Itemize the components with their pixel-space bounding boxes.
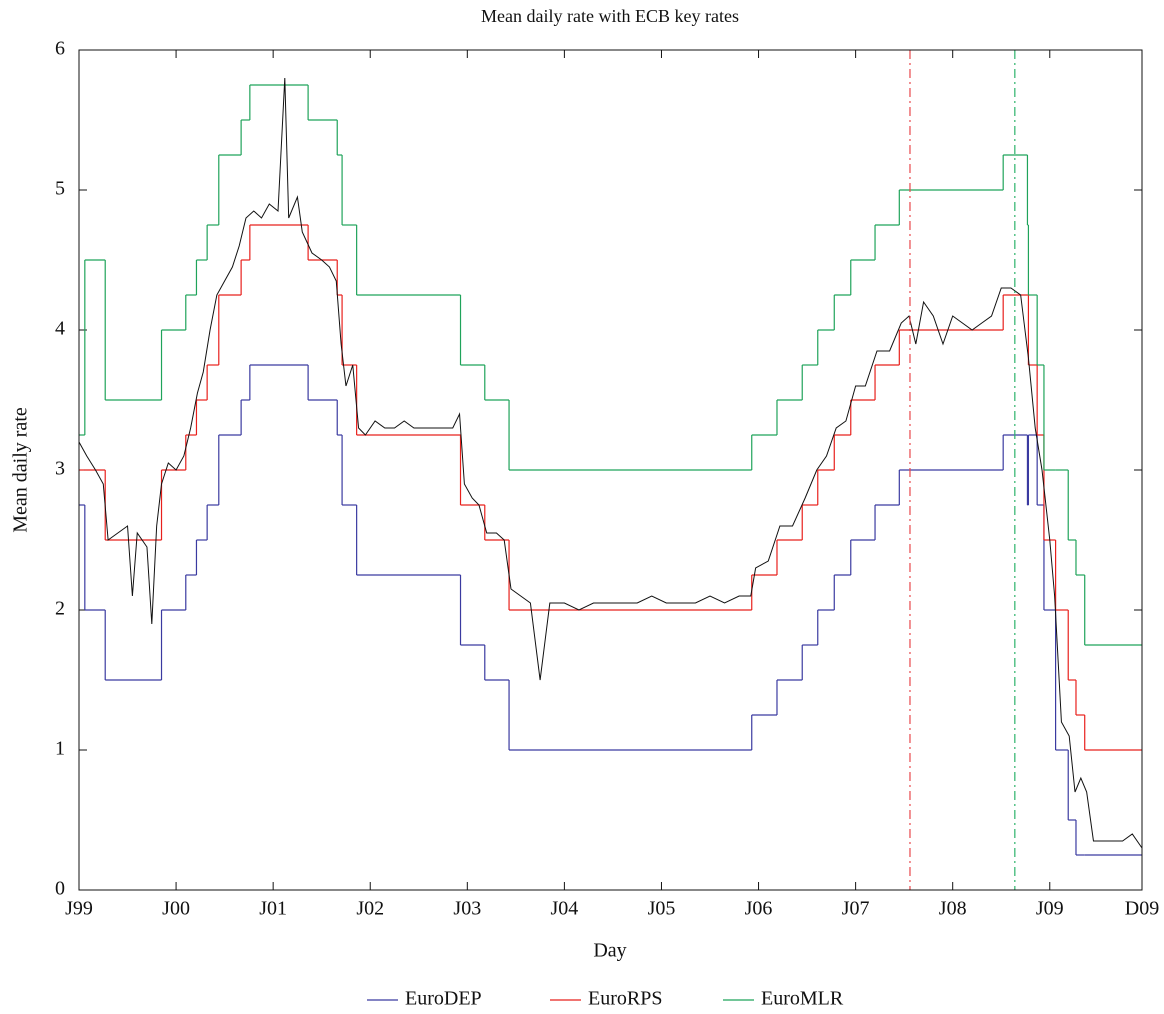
x-tick-label: J99	[65, 898, 93, 920]
x-tick-label: J07	[842, 898, 870, 920]
rate-line	[78, 77, 1143, 849]
x-axis-label: Day	[593, 940, 626, 962]
x-tick-label: J04	[550, 898, 578, 920]
legend-label: EuroDEP	[405, 988, 482, 1010]
x-tick-label: J05	[648, 898, 676, 920]
x-tick-label: J02	[356, 898, 384, 920]
y-axis-label: Mean daily rate	[10, 407, 32, 533]
x-tick-label: J08	[939, 898, 967, 920]
y-tick-label: 1	[55, 738, 65, 760]
plot-frame	[78, 49, 1143, 891]
x-tick-label: J03	[453, 898, 481, 920]
x-tick-label: J09	[1036, 898, 1064, 920]
y-tick-label: 5	[55, 178, 65, 200]
y-tick-label: 0	[55, 878, 65, 900]
x-tick-label: D09	[1125, 898, 1159, 920]
chart-title: Mean daily rate with ECB key rates	[481, 6, 739, 26]
x-tick-label: J01	[259, 898, 287, 920]
y-tick-label: 4	[55, 318, 65, 340]
legend-label: EuroMLR	[761, 988, 844, 1010]
y-tick-label: 3	[55, 458, 65, 480]
x-tick-label: J00	[162, 898, 190, 920]
y-tick-label: 6	[55, 38, 65, 60]
legend-label: EuroRPS	[588, 988, 662, 1010]
y-tick-label: 2	[55, 598, 65, 620]
x-tick-label: J06	[745, 898, 773, 920]
